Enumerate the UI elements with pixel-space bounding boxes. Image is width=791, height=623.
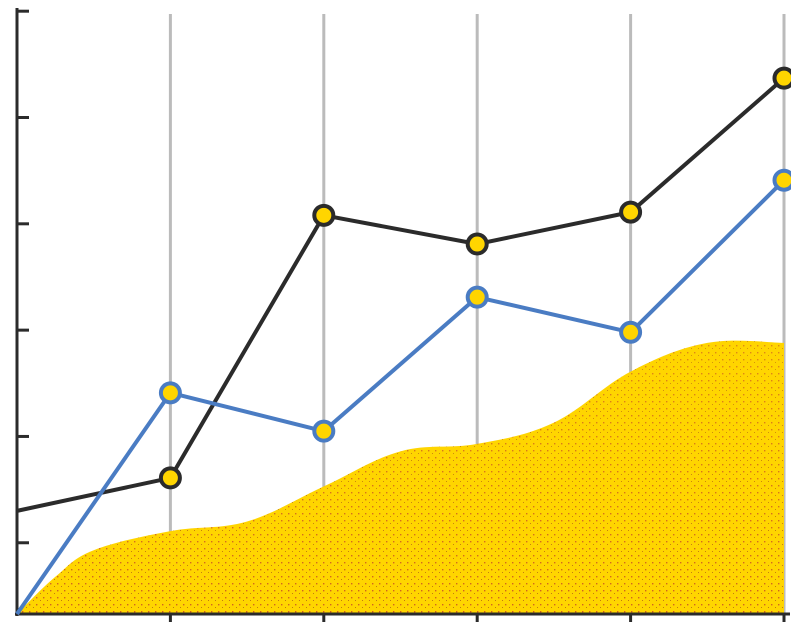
data-point	[158, 381, 182, 405]
series-markers	[158, 66, 791, 490]
series-line-1	[15, 178, 786, 616]
area-fill-group	[17, 340, 784, 614]
data-point	[312, 419, 336, 443]
data-point	[465, 285, 489, 309]
data-point	[465, 232, 489, 256]
data-point	[772, 66, 791, 90]
series-line-0	[16, 76, 786, 513]
data-point	[312, 203, 336, 227]
data-point	[158, 466, 182, 490]
area-texture	[17, 340, 784, 614]
data-point	[619, 320, 643, 344]
axes	[15, 8, 790, 622]
data-point	[619, 200, 643, 224]
data-point	[772, 168, 791, 192]
series-lines	[15, 76, 786, 616]
